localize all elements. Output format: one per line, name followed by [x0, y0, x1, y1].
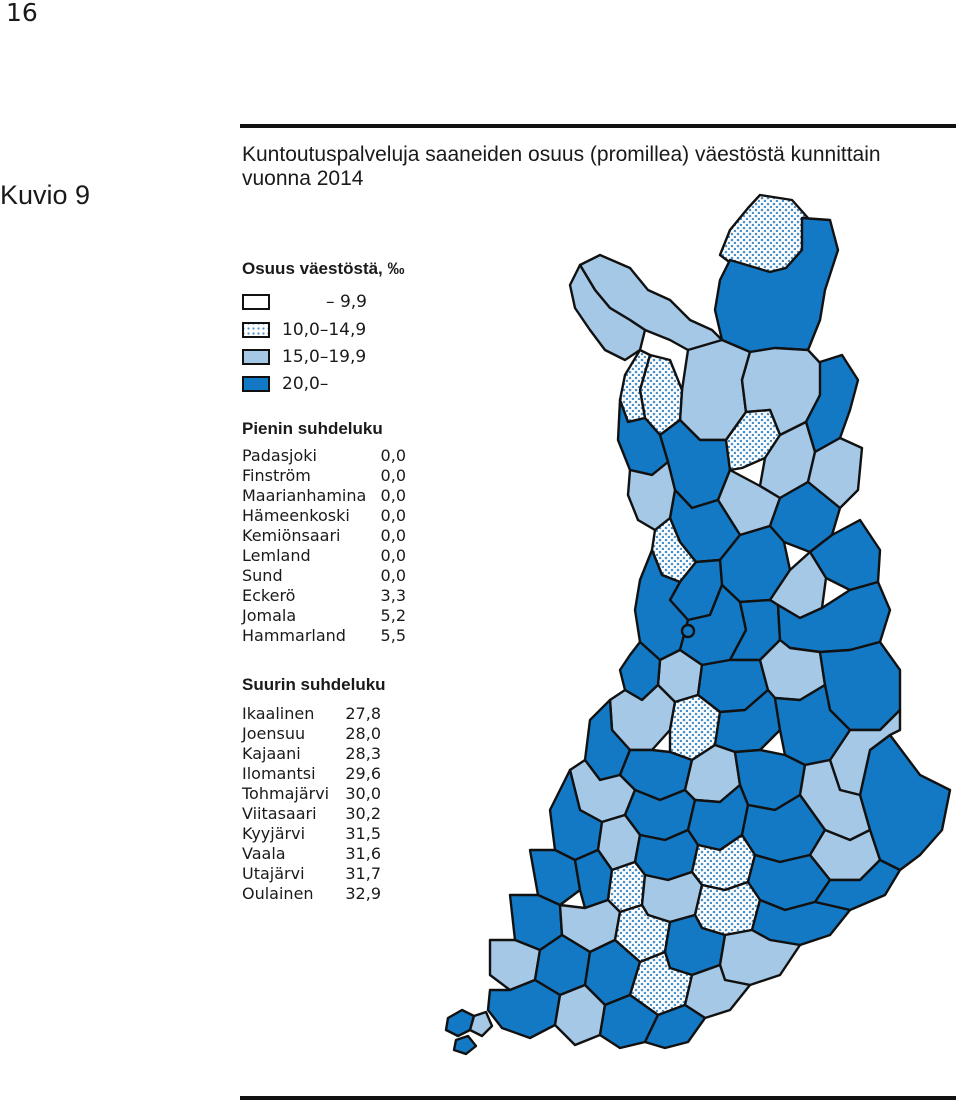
municipality-name: Ikaalinen — [242, 704, 315, 723]
ratio-value: 0,0 — [380, 506, 406, 525]
legend-item-light-blue: 15,0–19,9 — [242, 347, 366, 367]
ratio-value: 30,2 — [345, 804, 381, 823]
ratio-value: 0,0 — [380, 486, 406, 505]
municipality-name: Finström — [242, 466, 311, 485]
map-region — [568, 263, 647, 362]
ratio-value: 31,5 — [345, 824, 381, 843]
top-rule — [240, 124, 956, 128]
legend-title: Osuus väestöstä, ‰ — [242, 259, 405, 278]
municipality-name: Kajaani — [242, 744, 301, 763]
figure-title-line-1: Kuntoutuspalveluja saaneiden osuus (prom… — [242, 143, 881, 166]
municipality-name: Sund — [242, 566, 283, 585]
municipality-name: Jomala — [242, 606, 297, 625]
ratio-value: 31,7 — [345, 864, 381, 883]
municipality-name: Eckerö — [242, 586, 296, 605]
legend-item-dotted: 10,0–14,9 — [242, 320, 366, 340]
ratio-value: 3,3 — [380, 586, 406, 605]
map-region — [468, 1010, 494, 1038]
ratio-value: 28,3 — [345, 744, 381, 763]
ratio-value: 5,5 — [380, 626, 406, 645]
map-region — [643, 1003, 707, 1050]
map-region — [486, 978, 562, 1040]
map-region — [444, 1008, 476, 1038]
legend-item-lowest: – 9,9 — [242, 292, 367, 312]
ratio-value: 30,0 — [345, 784, 381, 803]
legend-swatch-light-blue — [242, 349, 270, 365]
bottom-rule — [240, 1096, 956, 1100]
municipality-name: Ilomantsi — [242, 764, 316, 783]
figure-title-line-2: vuonna 2014 — [242, 167, 364, 190]
legend-label: 10,0–14,9 — [282, 320, 367, 340]
municipality-name: Maarianhamina — [242, 486, 367, 505]
legend-item-dark-blue: 20,0– — [242, 374, 328, 394]
map-region — [693, 880, 762, 937]
municipality-name: Padasjoki — [242, 446, 317, 465]
legend-label: – 9,9 — [326, 292, 367, 312]
highest-title: Suurin suhdeluku — [242, 675, 386, 694]
ratio-value: 29,6 — [345, 764, 381, 783]
figure-label: Kuvio 9 — [0, 180, 91, 210]
map-region — [773, 683, 852, 767]
municipality-name: Kemiönsaari — [242, 526, 341, 545]
map-region — [452, 1034, 478, 1056]
legend-swatch-dark-blue — [242, 376, 270, 392]
ratio-value: 0,0 — [380, 446, 406, 465]
map-region — [680, 623, 696, 639]
legend-swatch-dotted — [242, 322, 270, 338]
municipality-name: Hammarland — [242, 626, 346, 645]
municipality-name: Utajärvi — [242, 864, 305, 883]
legend-label: 20,0– — [282, 374, 329, 394]
map-region — [626, 460, 677, 532]
finland-municipality-map — [444, 193, 952, 1056]
lowest-title: Pienin suhdeluku — [242, 419, 383, 438]
ratio-value: 0,0 — [380, 546, 406, 565]
legend-label: 15,0–19,9 — [282, 347, 367, 367]
ratio-value: 31,6 — [345, 844, 381, 863]
municipality-name: Lemland — [242, 546, 311, 565]
ratio-value: 0,0 — [380, 466, 406, 485]
municipality-name: Viitasaari — [242, 804, 317, 823]
legend-swatch-white — [242, 294, 270, 310]
ratio-value: 27,8 — [345, 704, 381, 723]
municipality-name: Hämeenkoski — [242, 506, 350, 525]
municipality-name: Kyyjärvi — [242, 824, 306, 843]
figure-title: Kuntoutuspalveluja saaneiden osuus (prom… — [242, 143, 942, 191]
municipality-name: Joensuu — [242, 724, 306, 743]
ratio-value: 32,9 — [345, 884, 381, 903]
municipality-name: Vaala — [242, 844, 286, 863]
ratio-value: 28,0 — [345, 724, 381, 743]
ratio-value: 0,0 — [380, 566, 406, 585]
page-number: 16 — [6, 0, 38, 27]
ratio-value: 5,2 — [380, 606, 406, 625]
municipality-name: Oulainen — [242, 884, 314, 903]
ratio-value: 0,0 — [380, 526, 406, 545]
municipality-name: Tohmajärvi — [242, 784, 330, 803]
